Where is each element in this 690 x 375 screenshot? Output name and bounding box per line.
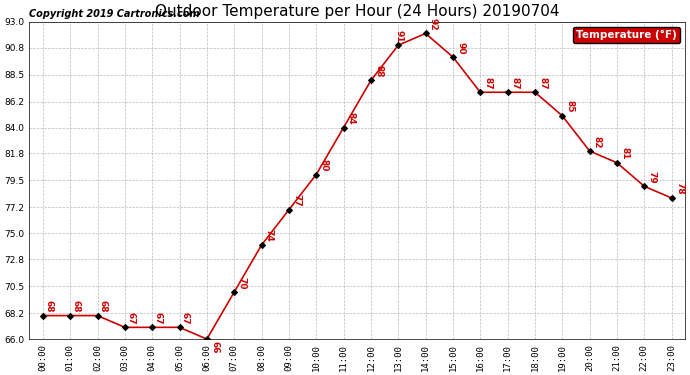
- Text: 85: 85: [566, 100, 575, 113]
- Text: 77: 77: [292, 194, 301, 207]
- Text: 92: 92: [429, 18, 438, 30]
- Point: [611, 160, 622, 166]
- Point: [119, 324, 130, 330]
- Text: 67: 67: [154, 312, 163, 324]
- Point: [393, 42, 404, 48]
- Point: [310, 171, 322, 177]
- Point: [201, 336, 213, 342]
- Text: 68: 68: [44, 300, 53, 313]
- Text: 74: 74: [265, 230, 274, 242]
- Point: [228, 289, 239, 295]
- Text: 87: 87: [538, 76, 547, 89]
- Text: 68: 68: [72, 300, 81, 313]
- Text: 90: 90: [456, 42, 465, 54]
- Point: [284, 207, 295, 213]
- Text: 68: 68: [99, 300, 108, 313]
- Point: [447, 54, 458, 60]
- Text: 70: 70: [237, 277, 246, 289]
- Point: [420, 30, 431, 36]
- Point: [37, 313, 48, 319]
- Point: [475, 89, 486, 95]
- Point: [666, 195, 677, 201]
- Text: 81: 81: [620, 147, 629, 160]
- Text: 67: 67: [181, 312, 190, 324]
- Point: [65, 313, 76, 319]
- Text: 78: 78: [675, 183, 684, 195]
- Point: [92, 313, 103, 319]
- Text: 87: 87: [511, 76, 520, 89]
- Point: [502, 89, 513, 95]
- Text: 91: 91: [394, 30, 403, 42]
- Legend: Temperature (°F): Temperature (°F): [573, 27, 680, 43]
- Point: [338, 124, 349, 130]
- Point: [147, 324, 158, 330]
- Point: [529, 89, 540, 95]
- Point: [174, 324, 185, 330]
- Text: 79: 79: [648, 171, 657, 183]
- Point: [584, 148, 595, 154]
- Title: Outdoor Temperature per Hour (24 Hours) 20190704: Outdoor Temperature per Hour (24 Hours) …: [155, 4, 560, 19]
- Point: [639, 183, 650, 189]
- Text: 66: 66: [210, 341, 219, 353]
- Text: 84: 84: [347, 112, 356, 125]
- Text: 80: 80: [319, 159, 328, 172]
- Point: [557, 113, 568, 119]
- Text: 87: 87: [484, 76, 493, 89]
- Text: Copyright 2019 Cartronics.com: Copyright 2019 Cartronics.com: [29, 9, 200, 18]
- Point: [366, 78, 377, 84]
- Text: 67: 67: [126, 312, 135, 324]
- Text: 82: 82: [593, 136, 602, 148]
- Point: [256, 242, 267, 248]
- Text: 88: 88: [374, 65, 383, 78]
